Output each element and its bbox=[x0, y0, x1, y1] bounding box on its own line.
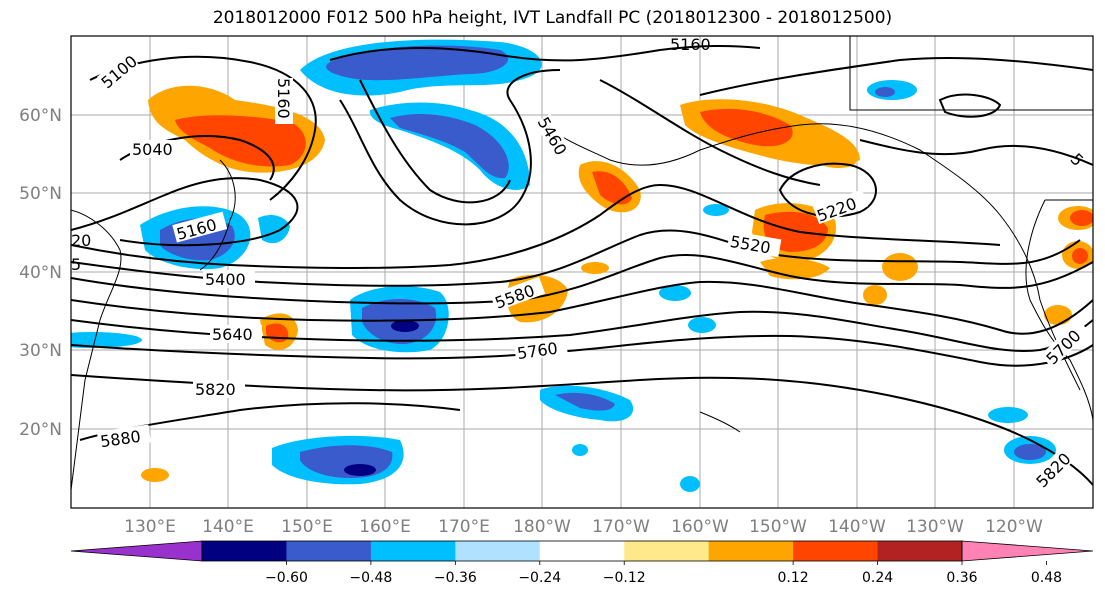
colorbar-segment bbox=[793, 541, 879, 561]
latitude-axis: 60°N 50°N 40°N 30°N 20°N bbox=[19, 106, 62, 440]
lat-label: 60°N bbox=[19, 106, 62, 126]
lon-label: 150°E bbox=[281, 517, 333, 537]
colorbar-tick-label: 0.24 bbox=[862, 570, 893, 586]
colorbar-extension-min bbox=[70, 540, 203, 562]
colorbar-segment bbox=[286, 541, 372, 561]
lon-label: 120°W bbox=[985, 517, 1043, 537]
lon-label: 170°W bbox=[592, 517, 650, 537]
height-contours bbox=[71, 44, 1093, 486]
lon-label: 140°W bbox=[828, 517, 886, 537]
colorbar-segment bbox=[202, 541, 287, 561]
lat-label: 40°N bbox=[19, 263, 62, 283]
lon-label: 170°E bbox=[438, 517, 490, 537]
colorbar-segment bbox=[455, 541, 541, 561]
lon-label: 130°E bbox=[124, 517, 176, 537]
colorbar-extension-max bbox=[961, 540, 1094, 562]
lon-label: 140°E bbox=[202, 517, 254, 537]
lon-label: 180°W bbox=[513, 517, 571, 537]
lon-label: 160°E bbox=[359, 517, 411, 537]
lat-label: 50°N bbox=[19, 184, 62, 204]
colorbar-tick-label: 0.48 bbox=[1031, 570, 1062, 586]
contour-label: 5160 bbox=[274, 78, 293, 119]
colorbar-segment bbox=[708, 541, 794, 561]
contour-label: 5040 bbox=[132, 140, 173, 159]
lon-label: 160°W bbox=[671, 517, 729, 537]
contour-label: 20 bbox=[71, 231, 91, 250]
lon-label: 150°W bbox=[749, 517, 807, 537]
contour-label: 5160 bbox=[670, 35, 711, 54]
colorbar-segment bbox=[624, 541, 710, 561]
coastlines bbox=[71, 36, 1093, 491]
map-frame bbox=[70, 35, 1094, 509]
colorbar-tick-label: −0.36 bbox=[434, 570, 477, 586]
longitude-axis: 130°E 140°E 150°E 160°E 170°E 180°W 170°… bbox=[124, 517, 1043, 537]
colorbar-tick-label: 0.12 bbox=[778, 570, 809, 586]
map-title: 2018012000 F012 500 hPa height, IVT Land… bbox=[212, 8, 893, 28]
colorbar-tick-label: −0.12 bbox=[603, 570, 646, 586]
lon-label: 130°W bbox=[906, 517, 964, 537]
colorbar-tick-label: −0.48 bbox=[349, 570, 392, 586]
lat-label: 30°N bbox=[19, 341, 62, 361]
contour-label: 5400 bbox=[205, 270, 246, 289]
colorbar-tick-label: −0.24 bbox=[518, 570, 561, 586]
contour-label: 5 bbox=[71, 255, 81, 274]
colorbar-segment bbox=[877, 541, 963, 561]
contour-label: 5820 bbox=[195, 380, 236, 399]
colorbar-tick-label: 0.36 bbox=[946, 570, 977, 586]
contour-label: 5640 bbox=[212, 325, 253, 344]
colorbar-segment bbox=[539, 541, 625, 561]
colorbar-tick-label: −0.60 bbox=[265, 570, 308, 586]
colorbar: −0.60 −0.48 −0.36 −0.24 −0.12 0.12 0.24 0.36 0.4… bbox=[70, 540, 1094, 586]
lat-label: 20°N bbox=[19, 420, 62, 440]
colorbar-segment bbox=[370, 541, 456, 561]
colorbar-outline bbox=[201, 540, 963, 562]
